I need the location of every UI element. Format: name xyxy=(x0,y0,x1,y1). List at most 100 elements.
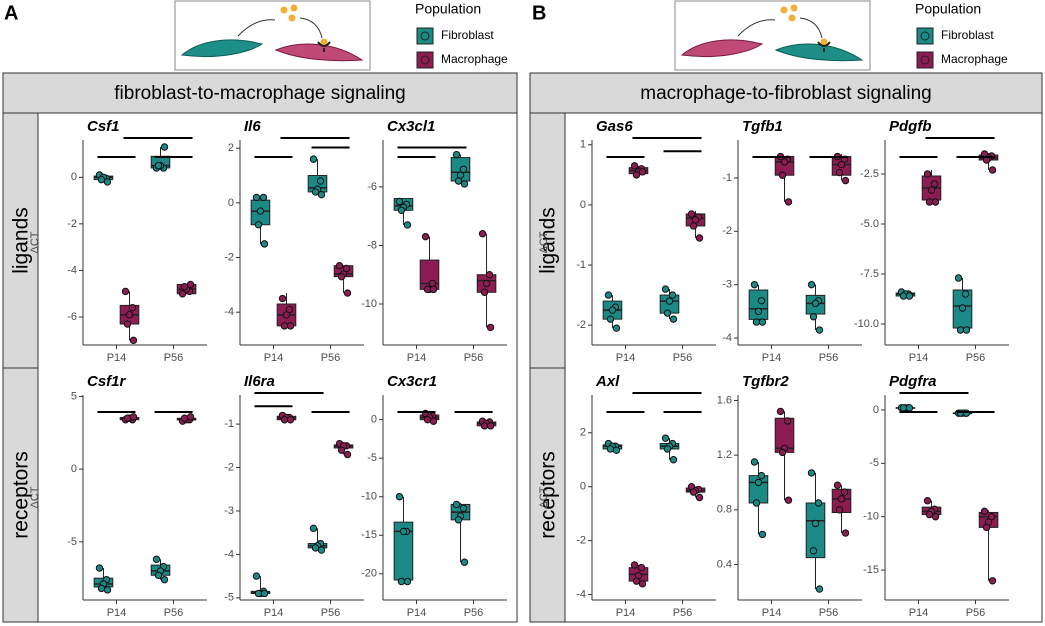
point xyxy=(128,304,137,312)
point xyxy=(478,230,487,238)
point xyxy=(342,264,351,273)
illustration-a xyxy=(174,0,371,71)
point xyxy=(669,315,678,323)
point xyxy=(778,171,787,179)
y-tick-label: 2 xyxy=(580,427,586,439)
point xyxy=(604,291,613,299)
point xyxy=(309,155,318,163)
chart-title: Cx3cr1 xyxy=(387,373,437,390)
y-tick-label: 2 xyxy=(228,142,234,154)
x-tick-label: P14 xyxy=(762,607,782,619)
ligand xyxy=(290,4,298,12)
strip-header xyxy=(2,72,518,114)
point xyxy=(612,324,621,332)
point xyxy=(927,186,936,194)
y-tick-label: -2 xyxy=(67,218,77,230)
box-chart: Cx3cl1 -6 -8 -10 P14 P56 xyxy=(361,118,507,364)
point xyxy=(783,417,792,425)
point xyxy=(837,160,846,169)
x-tick-label: P56 xyxy=(164,607,184,619)
point xyxy=(282,311,291,319)
point xyxy=(669,456,678,464)
point xyxy=(925,198,934,206)
point xyxy=(608,306,617,314)
point xyxy=(123,320,132,328)
point xyxy=(837,495,846,503)
point xyxy=(931,198,940,206)
point xyxy=(454,516,463,524)
point xyxy=(956,326,965,334)
panel-letter: A xyxy=(4,2,18,24)
point xyxy=(397,206,406,214)
x-tick-label: P14 xyxy=(909,352,929,364)
x-tick-label: P14 xyxy=(616,352,636,364)
point xyxy=(97,175,106,184)
point xyxy=(452,500,461,509)
point xyxy=(480,422,489,430)
x-tick-label: P56 xyxy=(966,607,986,619)
point xyxy=(811,299,820,308)
point xyxy=(278,294,287,303)
y-tick-label: -10 xyxy=(361,298,377,310)
point xyxy=(286,416,295,424)
legend-key-dot xyxy=(420,31,430,41)
y-tick-label: -3 xyxy=(224,505,234,517)
arrow xyxy=(737,19,776,37)
point xyxy=(286,322,295,330)
point xyxy=(160,575,169,584)
x-tick-label: P14 xyxy=(909,607,929,619)
point xyxy=(689,222,698,230)
point xyxy=(689,488,698,496)
point xyxy=(309,524,318,533)
y-axis-label: ΔCT xyxy=(538,486,550,508)
point xyxy=(815,585,824,593)
point xyxy=(480,288,489,296)
point xyxy=(395,197,404,206)
point xyxy=(663,445,672,453)
x-tick-label: P14 xyxy=(264,607,284,619)
point xyxy=(687,210,696,218)
box-chart: Csf1 ΔCT 0 -2 -4 -6 P14 P56 xyxy=(29,118,207,364)
x-tick-label: P14 xyxy=(407,352,427,364)
y-tick-label: -3 xyxy=(722,279,732,291)
x-tick-label: P56 xyxy=(321,607,341,619)
point xyxy=(180,283,189,291)
point xyxy=(335,262,344,270)
chart-title: Gas6 xyxy=(596,118,633,135)
point xyxy=(807,469,816,477)
chart-title: Tgfbr2 xyxy=(742,373,789,390)
point xyxy=(757,296,766,305)
chart-title: Tgfb1 xyxy=(742,118,783,135)
point xyxy=(899,404,908,412)
x-tick-label: P56 xyxy=(673,607,693,619)
y-tick-label: 0 xyxy=(228,197,234,209)
point xyxy=(178,290,187,298)
panel-letter: B xyxy=(532,2,546,24)
y-tick-label: -6 xyxy=(367,181,377,193)
point xyxy=(661,285,670,293)
point xyxy=(129,336,138,345)
point xyxy=(982,523,991,532)
point xyxy=(152,555,161,563)
point xyxy=(923,497,932,505)
y-tick-label: -2 xyxy=(722,225,732,237)
x-tick-label: P56 xyxy=(464,352,484,364)
box-chart: Axl ΔCT 2 0 -2 -4 P14 P56 xyxy=(538,373,716,619)
point xyxy=(757,471,766,480)
y-axis-label: ΔCT xyxy=(538,231,550,253)
x-tick-label: P56 xyxy=(966,352,986,364)
point xyxy=(256,207,265,215)
point xyxy=(97,584,106,593)
point xyxy=(125,311,134,319)
ligand xyxy=(320,38,328,46)
row-label: ligands xyxy=(537,207,560,274)
point xyxy=(460,180,469,188)
point xyxy=(835,506,844,514)
row-strip xyxy=(529,367,566,623)
point xyxy=(317,546,326,554)
point xyxy=(923,170,932,178)
point xyxy=(254,221,263,229)
point xyxy=(180,414,189,422)
point xyxy=(121,287,130,296)
